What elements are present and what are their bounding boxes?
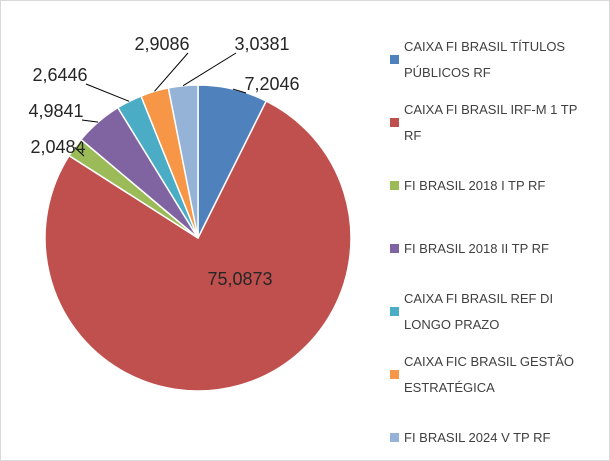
legend-swatch <box>390 244 399 253</box>
leader-line <box>154 52 189 92</box>
legend-swatch <box>390 433 399 442</box>
legend-swatch <box>390 307 399 316</box>
leader-line <box>182 52 237 87</box>
legend-item: CAIXA FI BRASIL TÍTULOS PÚBLICOS RF <box>390 28 595 91</box>
legend-item: CAIXA FI BRASIL REF DI LONGO PRAZO <box>390 280 595 343</box>
data-label: 7,2046 <box>244 74 299 94</box>
leader-line <box>232 88 247 94</box>
legend-label: CAIXA FI BRASIL IRF-M 1 TP RF <box>404 101 578 143</box>
legend-swatch <box>390 181 399 190</box>
leader-line <box>81 119 99 123</box>
legend-item: FI BRASIL 2018 I TP RF <box>390 154 595 217</box>
legend-item: FI BRASIL 2024 V TP RF <box>390 406 595 461</box>
legend-label: FI BRASIL 2018 II TP RF <box>404 240 549 256</box>
data-label: 3,0381 <box>234 34 289 54</box>
data-label: 2,9086 <box>134 34 189 54</box>
data-label: 2,6446 <box>32 65 87 85</box>
data-label: 75,0873 <box>207 269 272 289</box>
legend-item: FI BRASIL 2018 II TP RF <box>390 217 595 280</box>
leader-line <box>85 83 130 102</box>
legend-item: CAIXA FIC BRASIL GESTÃO ESTRATÉGICA <box>390 343 595 406</box>
legend-label: FI BRASIL 2024 V TP RF <box>404 429 551 445</box>
legend-swatch <box>390 118 399 127</box>
data-label: 4,9841 <box>28 101 83 121</box>
leader-line <box>74 147 85 157</box>
pie-slice <box>44 100 352 392</box>
legend-label: CAIXA FI BRASIL REF DI LONGO PRAZO <box>404 290 554 332</box>
legend-label: FI BRASIL 2018 I TP RF <box>404 177 546 193</box>
legend-swatch <box>390 55 399 64</box>
legend-label: CAIXA FI BRASIL TÍTULOS PÚBLICOS RF <box>404 38 566 80</box>
legend-label: CAIXA FIC BRASIL GESTÃO ESTRATÉGICA <box>404 353 575 395</box>
data-label: 2,0484 <box>30 137 85 157</box>
legend-swatch <box>390 370 399 379</box>
legend-item: CAIXA FI BRASIL IRF-M 1 TP RF <box>390 91 595 154</box>
